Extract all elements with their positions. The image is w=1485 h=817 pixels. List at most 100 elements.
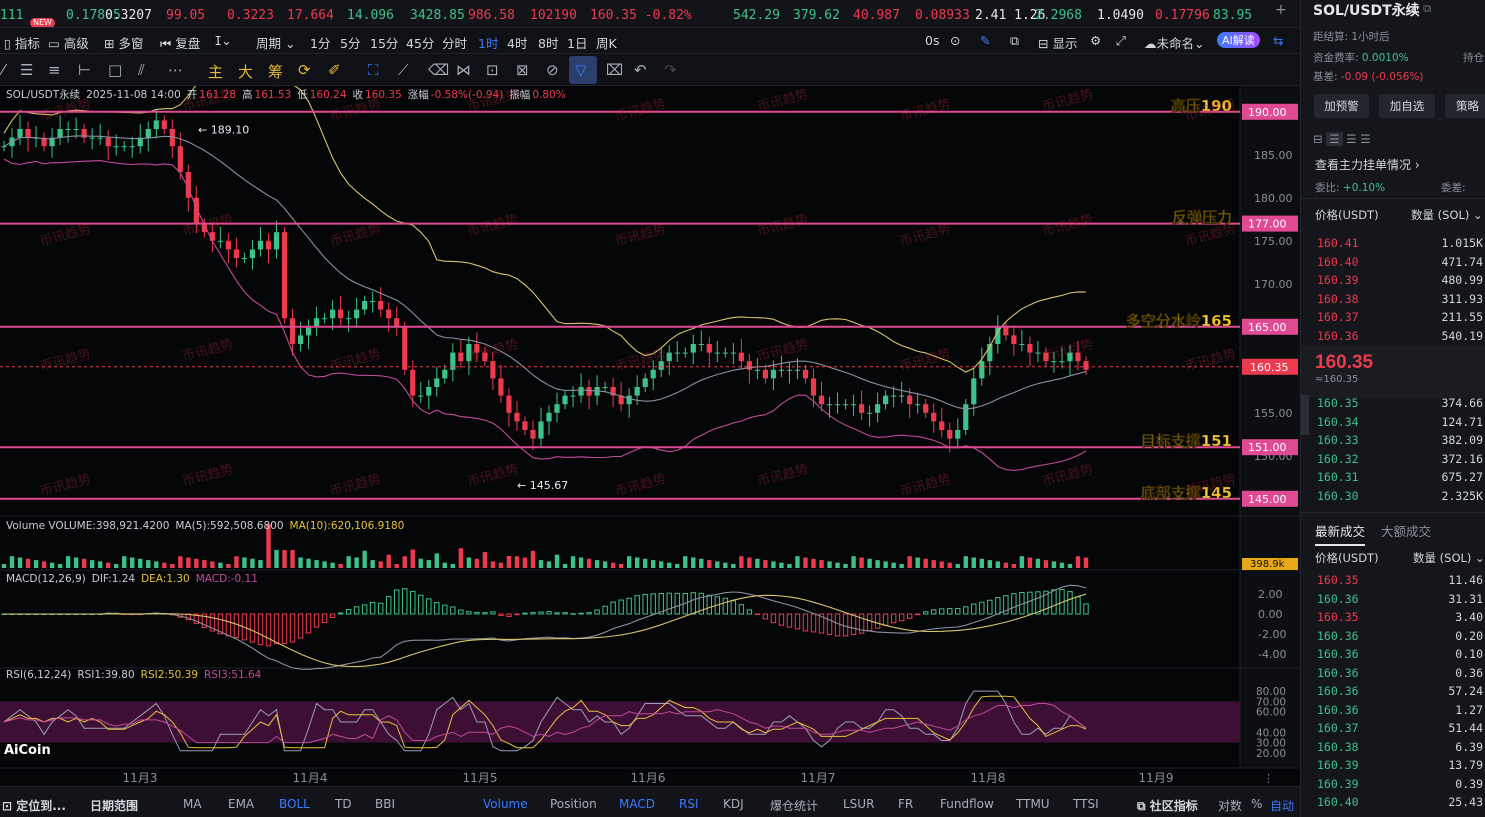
bid-row[interactable]: 160.31 675.27 bbox=[1317, 470, 1483, 484]
period-dropdown[interactable]: 周期 ⌄ bbox=[256, 36, 296, 51]
ticker-17[interactable]: 1.0490 bbox=[1097, 8, 1144, 23]
bid-row[interactable]: 160.33 382.09 bbox=[1317, 433, 1483, 447]
ticker-15[interactable]: 2.41 1.26 bbox=[975, 8, 1046, 23]
ticker-13[interactable]: 40.987 bbox=[853, 8, 900, 23]
more-tools-icon[interactable]: ⋯ bbox=[168, 61, 183, 79]
crop-icon[interactable]: ⛶ bbox=[368, 61, 379, 79]
ask-row[interactable]: 160.38 311.93 bbox=[1317, 291, 1483, 306]
copy-icon[interactable]: ⧉ bbox=[1423, 1, 1432, 15]
indicator-td[interactable]: TD bbox=[335, 797, 352, 811]
ticker-0[interactable]: 111 bbox=[0, 8, 24, 23]
indicator-volume[interactable]: Volume bbox=[483, 797, 528, 811]
advanced-button[interactable]: ▭ 高级 bbox=[48, 36, 89, 51]
bid-row[interactable]: 160.32 372.16 bbox=[1317, 451, 1483, 466]
bid-row[interactable]: 160.35 374.66 bbox=[1317, 396, 1483, 410]
ask-row[interactable]: 160.36 540.19 bbox=[1317, 328, 1483, 343]
hray-tool-icon[interactable]: ⊢ bbox=[78, 61, 92, 79]
add-favorite-button[interactable]: 加自选 bbox=[1379, 94, 1435, 118]
period-9[interactable]: 周K bbox=[596, 36, 617, 51]
trade-qty-header[interactable]: 数量 (SOL) ⌄ bbox=[1413, 551, 1485, 565]
locate-button[interactable]: ⊡ 定位到... bbox=[2, 799, 66, 813]
unnamed-template[interactable]: ☁未命名⌄ bbox=[1144, 36, 1205, 51]
marker-icon[interactable]: ✐ bbox=[328, 61, 341, 79]
magnet-icon[interactable]: ⋈ bbox=[456, 61, 471, 79]
undo-icon[interactable]: ↶ bbox=[634, 61, 647, 79]
add-alert-button[interactable]: 加预警 bbox=[1314, 94, 1369, 118]
ticker-18[interactable]: 0.17796 bbox=[1155, 8, 1210, 23]
book-mode-icons[interactable]: ⊟ ☰ ☰ ☰ bbox=[1313, 132, 1371, 146]
indicator-lsur[interactable]: LSUR bbox=[843, 797, 875, 811]
indicator-fr[interactable]: FR bbox=[898, 797, 914, 811]
main-chip-tool[interactable]: 主 bbox=[208, 63, 224, 81]
period-4[interactable]: 分时 bbox=[442, 36, 468, 51]
ask-row[interactable]: 160.41 1.015K bbox=[1317, 236, 1483, 250]
indicator-macd[interactable]: MACD bbox=[619, 797, 655, 811]
pen-icon[interactable]: ✎ bbox=[980, 33, 991, 48]
ticker-3[interactable]: 99.05 bbox=[166, 8, 206, 23]
camera-icon[interactable]: ⊙ bbox=[950, 33, 961, 48]
tab-big-trades[interactable]: 大额成交 bbox=[1381, 524, 1432, 539]
lock-icon[interactable]: ⊡ bbox=[486, 61, 499, 79]
rect-tool-icon[interactable]: □ bbox=[108, 61, 123, 79]
line-tool-icon[interactable]: ⁄ bbox=[2, 61, 5, 79]
ai-button[interactable]: AI解读 bbox=[1217, 32, 1260, 48]
ticker-9[interactable]: 102190 bbox=[530, 8, 577, 23]
date-range-button[interactable]: 日期范围 bbox=[90, 799, 139, 813]
period-0[interactable]: 1分 bbox=[310, 36, 331, 51]
percent-button[interactable]: % bbox=[1251, 797, 1263, 811]
settings-icon[interactable]: ⚙ bbox=[1090, 33, 1102, 48]
redo-icon[interactable]: ↷ bbox=[664, 61, 677, 79]
price-chart[interactable]: 11月3 11月4 11月5 11月6 11月7 11月8 11月9 185.00 180.00… bbox=[0, 86, 1300, 786]
period-7[interactable]: 8时 bbox=[538, 36, 559, 51]
community-indicators-button[interactable]: ⧉ 社区指标 bbox=[1137, 799, 1198, 813]
channel-tool-icon[interactable]: ≡ bbox=[48, 61, 61, 79]
replay-button[interactable]: ⏮ 复盘 bbox=[160, 36, 201, 51]
ticker-12[interactable]: 379.62 bbox=[793, 8, 840, 23]
ticker-8[interactable]: 986.58 bbox=[468, 8, 515, 23]
filter-icon[interactable]: ▽ bbox=[575, 61, 587, 79]
indicator-ttmu[interactable]: TTMU bbox=[1016, 797, 1050, 811]
indicator-ema[interactable]: EMA bbox=[228, 797, 255, 811]
note-icon[interactable]: ⊠ bbox=[516, 61, 529, 79]
bid-row[interactable]: 160.30 2.325K bbox=[1317, 488, 1483, 503]
fullscreen-icon[interactable]: ⤢ bbox=[1116, 33, 1127, 48]
indicator-fundflow[interactable]: Fundflow bbox=[940, 797, 994, 811]
ticker-16[interactable]: 2.2968 bbox=[1035, 8, 1082, 23]
indicator-kdj[interactable]: KDJ bbox=[723, 797, 744, 811]
auto-scale-button[interactable]: 自动 bbox=[1270, 799, 1295, 813]
big-order-tool[interactable]: 大 bbox=[238, 63, 254, 81]
indicator-rsi[interactable]: RSI bbox=[679, 797, 699, 811]
layout-icon[interactable]: ⧉ bbox=[1010, 33, 1019, 48]
share-icon[interactable]: ⇆ bbox=[1273, 33, 1284, 48]
bid-row[interactable]: 160.34 124.71 bbox=[1317, 414, 1483, 429]
ruler-icon[interactable]: ⟋ bbox=[398, 61, 409, 79]
fib-tool-icon[interactable]: ⫽ bbox=[138, 61, 145, 79]
ticker-2[interactable]: 0.3207 bbox=[105, 8, 152, 23]
chip-tool[interactable]: 筹 bbox=[268, 63, 284, 81]
ticker-14[interactable]: 0.08933 bbox=[915, 8, 970, 23]
period-6[interactable]: 4时 bbox=[507, 36, 528, 51]
period-1[interactable]: 5分 bbox=[340, 36, 361, 51]
indicator-position[interactable]: Position bbox=[550, 797, 597, 811]
period-8[interactable]: 1日 bbox=[567, 36, 588, 51]
strategy-button[interactable]: 策略 bbox=[1445, 94, 1485, 118]
add-ticker-icon[interactable]: + bbox=[1275, 2, 1287, 18]
display-button[interactable]: ⊟ 显示 bbox=[1038, 36, 1078, 51]
ticker-11[interactable]: 542.29 bbox=[733, 8, 780, 23]
hlines-tool-icon[interactable]: ☰ bbox=[20, 61, 34, 79]
ticker-7[interactable]: 3428.85 bbox=[410, 8, 465, 23]
qty-header[interactable]: 数量 (SOL) ⌄ bbox=[1411, 208, 1483, 222]
chart-type-icon[interactable]: ⵊ⌄ bbox=[215, 33, 232, 48]
main-orders-link[interactable]: 查看主力挂单情况 › bbox=[1315, 158, 1420, 172]
ask-row[interactable]: 160.37 211.55 bbox=[1317, 310, 1483, 324]
indicator-boll[interactable]: BOLL bbox=[279, 797, 310, 811]
tab-latest-trades[interactable]: 最新成交 bbox=[1315, 521, 1366, 546]
indicator-爆仓统计[interactable]: 爆仓统计 bbox=[770, 799, 819, 813]
ticker-5[interactable]: 17.664 bbox=[287, 8, 334, 23]
indicator-ma[interactable]: MA bbox=[183, 797, 202, 811]
ask-row[interactable]: 160.40 471.74 bbox=[1317, 254, 1483, 269]
indicator-ttsi[interactable]: TTSI bbox=[1073, 797, 1099, 811]
trash-icon[interactable]: ⌧ bbox=[606, 61, 624, 79]
indicator-bbi[interactable]: BBI bbox=[375, 797, 396, 811]
ticker-19[interactable]: 83.95 bbox=[1213, 8, 1253, 23]
